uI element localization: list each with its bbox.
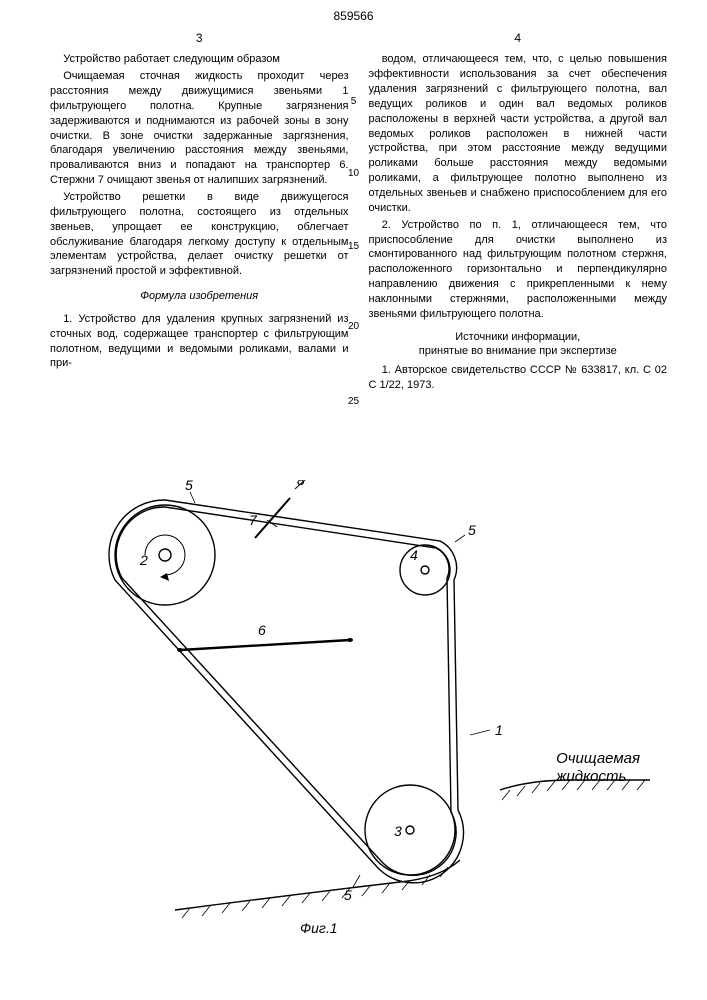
- mark-6: 6: [258, 622, 266, 638]
- line-num: 25: [348, 395, 359, 409]
- fluid-annotation: Очищаемая жидкость: [556, 750, 640, 786]
- para: Очищаемая сточная жидкость проходит чере…: [50, 69, 349, 188]
- mark-8: 8: [297, 480, 305, 488]
- line-num: 15: [348, 240, 359, 254]
- doc-number: 859566: [0, 0, 707, 24]
- para: Устройство работает следующим образом: [50, 52, 349, 67]
- sources-item: 1. Авторское свидетельство СССР № 633817…: [369, 363, 668, 393]
- para: Устройство решетки в виде движущегося фи…: [50, 190, 349, 279]
- mark-5c: 5: [344, 887, 352, 903]
- sources-sub: принятые во внимание при экспертизе: [369, 344, 668, 359]
- mark-1: 1: [495, 722, 503, 738]
- figure-label: Фиг.1: [300, 919, 338, 938]
- diagram-svg: 2 4 3 1 5 5 5 6 7 8: [60, 480, 650, 960]
- sources-title: Источники информации,: [369, 330, 668, 345]
- col-num-left: 3: [50, 30, 349, 46]
- mark-2: 2: [139, 552, 148, 568]
- line-num: 10: [348, 167, 359, 181]
- para: водом, отличающееся тем, что, с целью по…: [369, 52, 668, 215]
- page: 859566 3 Устройство работает следующим о…: [0, 0, 707, 1000]
- figure-1: 2 4 3 1 5 5 5 6 7 8 Очищаемая жидкость Ф…: [60, 480, 650, 960]
- columns: 3 Устройство работает следующим образом …: [0, 30, 707, 395]
- formula-title: Формула изобретения: [50, 289, 349, 304]
- mark-5a: 5: [185, 480, 193, 493]
- left-column: 3 Устройство работает следующим образом …: [50, 30, 349, 395]
- line-num: 20: [348, 320, 359, 334]
- line-num: 5: [351, 95, 357, 109]
- mark-5b: 5: [468, 522, 476, 538]
- col-num-right: 4: [369, 30, 668, 46]
- claim: 2. Устройство по п. 1, отличающееся тем,…: [369, 218, 668, 322]
- right-column: 4 водом, отличающееся тем, что, с целью …: [369, 30, 668, 395]
- claim: 1. Устройство для удаления крупных загря…: [50, 312, 349, 371]
- mark-4: 4: [410, 547, 418, 563]
- mark-3: 3: [394, 823, 402, 839]
- mark-7: 7: [249, 512, 258, 528]
